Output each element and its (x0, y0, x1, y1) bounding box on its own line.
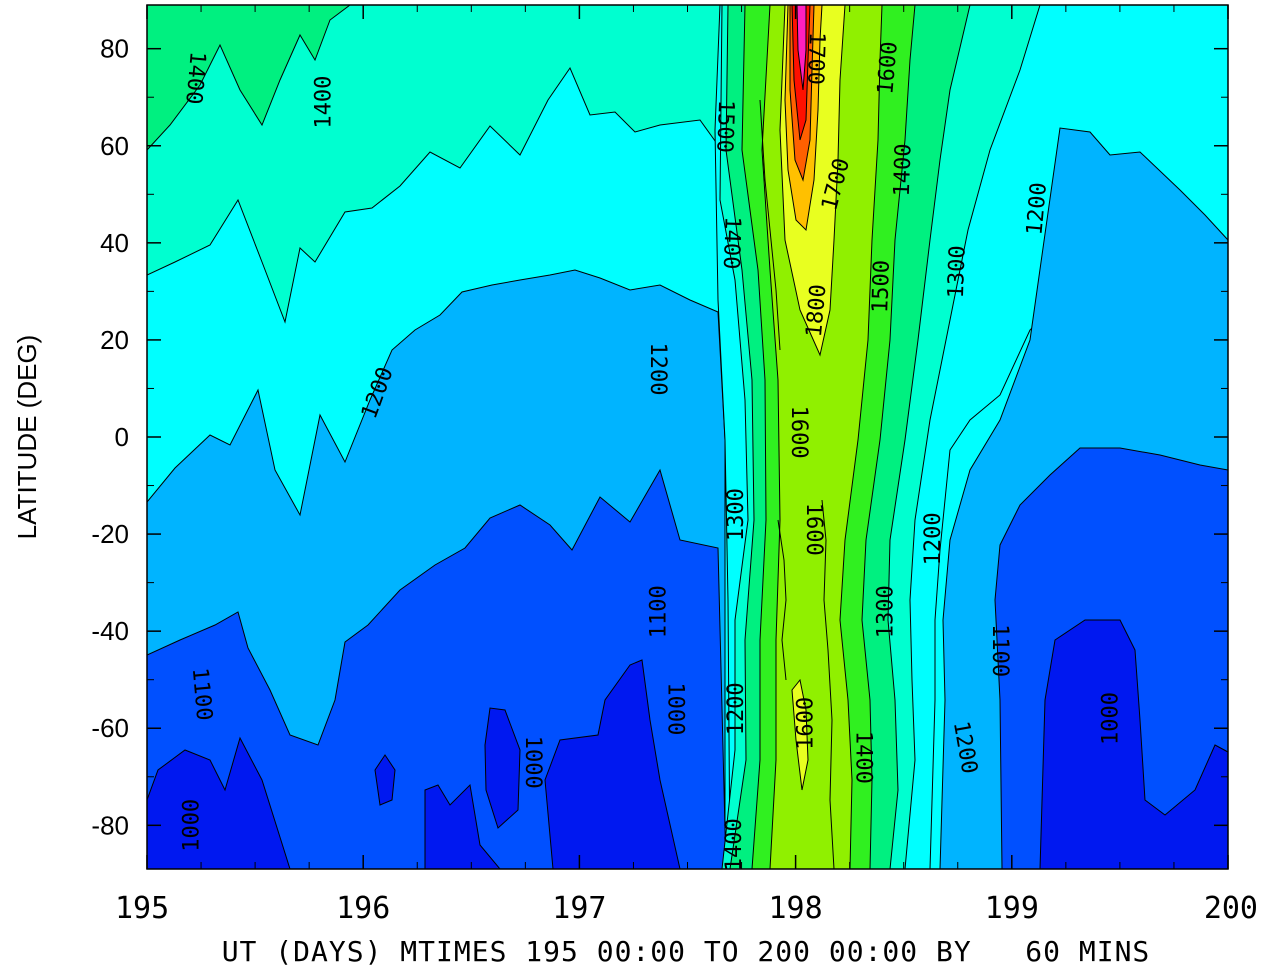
y-tick-label: 40 (100, 228, 129, 258)
contour-label: 1400 (718, 216, 745, 270)
contour-label: 1100 (646, 585, 671, 638)
contour-label: 1000 (1098, 692, 1123, 745)
y-tick-label: -80 (91, 810, 129, 840)
y-axis-title: LATITUDE (DEG) (12, 335, 42, 540)
contour-label: 1000 (663, 682, 688, 735)
contour-fill-storm-2100 (796, 5, 807, 91)
contour-fill-900-c (424, 783, 501, 869)
contour-label: 1400 (890, 143, 917, 197)
plot-area: 1400 1400 1200 1200 1100 1000 1000 1000 1100 1300… (147, 5, 1228, 871)
contour-label: 1500 (868, 260, 895, 314)
contour-label: 1600 (801, 503, 826, 556)
contour-label: 1300 (724, 488, 749, 541)
contour-fill-900-e (544, 659, 681, 869)
contour-fill-southeast-900 (1039, 619, 1228, 869)
x-tick-label: 195 (115, 891, 169, 926)
contour-label: 1400 (851, 731, 876, 784)
x-axis: 195 196 197 198 199 200 (115, 5, 1258, 926)
x-tick-label: 200 (1204, 891, 1258, 926)
contour-fill-900-d (484, 707, 521, 829)
contour-label: 1200 (724, 682, 749, 735)
contour-line-storm-detail-c (759, 99, 781, 351)
contour-fill-north-1400 (147, 5, 351, 151)
contour-line-storm-detail-b (821, 499, 835, 869)
contour-label: 1000 (179, 799, 204, 852)
contour-label: 1600 (786, 406, 811, 459)
contour-label: 1400 (180, 50, 210, 105)
contour-label: 1300 (944, 245, 971, 299)
contour-label: 1700 (802, 31, 829, 85)
contour-label: 1100 (987, 624, 1012, 677)
x-tick-label: 196 (336, 891, 390, 926)
contour-label: 1000 (520, 736, 545, 789)
contour-label: 1100 (187, 667, 217, 722)
x-axis-title: UT (DAYS) MTIMES 195 00:00 TO 200 00:00 … (222, 935, 1151, 968)
y-tick-label: -20 (91, 519, 129, 549)
contour-label: 1400 (311, 76, 336, 129)
contour-label: 1600 (793, 697, 818, 750)
contour-label: 1600 (873, 41, 903, 96)
x-tick-label: 199 (985, 891, 1039, 926)
contour-label: 1200 (645, 343, 670, 396)
y-tick-label: 20 (100, 325, 129, 355)
contour-label: 1300 (873, 585, 898, 638)
contour-label: 1200 (921, 512, 946, 565)
contour-fill-north-1300 (147, 5, 721, 324)
y-tick-label: -60 (91, 713, 129, 743)
contour-fill-900-a (147, 736, 291, 869)
y-axis: 80 60 40 20 0 -20 -40 -60 -80 (91, 34, 1228, 840)
contour-labels: 1400 1400 1200 1200 1100 1000 1000 1000 1100 1300… (179, 31, 1123, 871)
contour-line-storm-detail-a (777, 519, 787, 681)
y-tick-label: -40 (91, 616, 129, 646)
contour-label: 1500 (711, 99, 738, 153)
contour-label: 1200 (1022, 181, 1052, 236)
y-tick-label: 60 (100, 131, 129, 161)
x-tick-label: 197 (552, 891, 606, 926)
contour-fill-storm-1700-south (791, 678, 809, 791)
contour-label: 1800 (802, 283, 832, 338)
y-tick-label: 80 (100, 34, 129, 64)
contour-fill-900-b (374, 754, 396, 806)
y-tick-label: 0 (115, 422, 129, 452)
contour-label: 1400 (722, 818, 747, 871)
x-tick-label: 198 (769, 891, 823, 926)
